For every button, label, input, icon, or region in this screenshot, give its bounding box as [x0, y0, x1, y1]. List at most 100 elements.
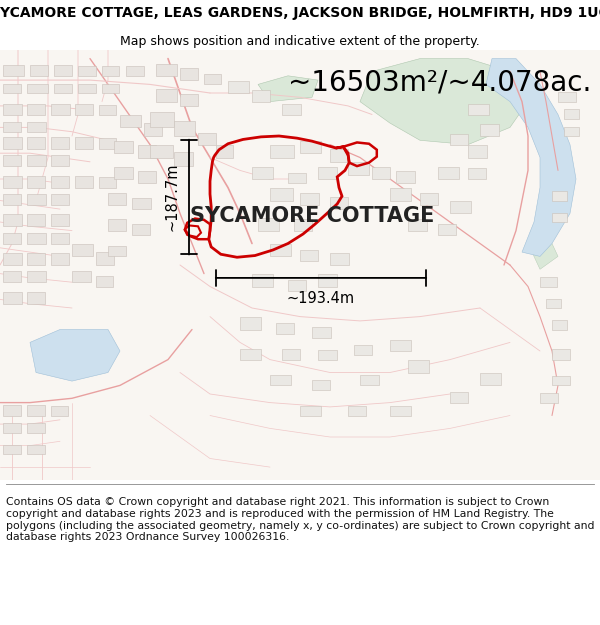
- Bar: [3, 232, 21, 244]
- Bar: [27, 84, 48, 93]
- Bar: [240, 349, 261, 359]
- Bar: [300, 406, 321, 416]
- Bar: [51, 253, 69, 265]
- Bar: [3, 156, 21, 166]
- Polygon shape: [258, 76, 318, 102]
- Text: ~187.7m: ~187.7m: [165, 162, 180, 231]
- Bar: [372, 167, 390, 179]
- Bar: [348, 162, 369, 175]
- Bar: [3, 194, 21, 205]
- Bar: [54, 84, 72, 93]
- Bar: [318, 274, 337, 286]
- Bar: [270, 144, 294, 158]
- Bar: [450, 134, 468, 144]
- Bar: [3, 65, 24, 76]
- Bar: [204, 74, 221, 84]
- Bar: [330, 149, 348, 162]
- Bar: [552, 191, 567, 201]
- Bar: [27, 253, 45, 265]
- Bar: [30, 65, 48, 76]
- Bar: [300, 250, 318, 261]
- Bar: [156, 64, 177, 76]
- Bar: [138, 146, 156, 158]
- Bar: [354, 344, 372, 355]
- Bar: [288, 173, 306, 183]
- Bar: [150, 112, 174, 128]
- Bar: [408, 361, 429, 372]
- Bar: [138, 171, 156, 183]
- Bar: [330, 197, 348, 209]
- Bar: [270, 188, 293, 201]
- Text: SYCAMORE COTTAGE, LEAS GARDENS, JACKSON BRIDGE, HOLMFIRTH, HD9 1UG: SYCAMORE COTTAGE, LEAS GARDENS, JACKSON …: [0, 6, 600, 19]
- Bar: [27, 122, 46, 132]
- Bar: [51, 176, 69, 188]
- Bar: [27, 194, 46, 205]
- Bar: [450, 392, 468, 402]
- Bar: [132, 198, 151, 209]
- Bar: [3, 104, 22, 114]
- Bar: [75, 104, 93, 114]
- Bar: [156, 89, 177, 102]
- Bar: [300, 141, 321, 153]
- Bar: [72, 271, 91, 282]
- Bar: [3, 176, 22, 188]
- Bar: [3, 214, 22, 226]
- Bar: [468, 146, 487, 158]
- Text: Map shows position and indicative extent of the property.: Map shows position and indicative extent…: [120, 34, 480, 48]
- Text: SYCAMORE COTTAGE: SYCAMORE COTTAGE: [190, 206, 434, 226]
- Bar: [27, 104, 45, 114]
- Bar: [390, 340, 411, 351]
- Bar: [78, 66, 96, 76]
- Bar: [360, 374, 379, 386]
- Bar: [3, 84, 21, 93]
- Bar: [258, 217, 279, 231]
- Bar: [390, 406, 411, 416]
- Polygon shape: [30, 329, 120, 381]
- Bar: [27, 292, 45, 304]
- Bar: [3, 292, 22, 304]
- Bar: [348, 406, 366, 416]
- Bar: [27, 156, 46, 166]
- Bar: [51, 156, 69, 166]
- Bar: [27, 445, 45, 454]
- Bar: [252, 274, 273, 286]
- Polygon shape: [360, 59, 528, 144]
- Bar: [27, 405, 45, 416]
- Bar: [102, 84, 119, 93]
- Bar: [126, 66, 144, 76]
- Bar: [3, 137, 22, 149]
- Bar: [330, 253, 349, 265]
- Bar: [27, 232, 46, 244]
- Bar: [276, 323, 294, 334]
- Bar: [270, 244, 291, 256]
- Bar: [27, 137, 45, 149]
- Bar: [51, 194, 69, 205]
- Bar: [144, 123, 162, 136]
- Bar: [480, 124, 499, 136]
- Bar: [99, 105, 116, 114]
- Bar: [198, 132, 216, 144]
- Bar: [408, 219, 427, 231]
- Bar: [3, 423, 21, 432]
- Bar: [3, 253, 22, 265]
- Bar: [3, 445, 21, 454]
- Bar: [78, 84, 96, 93]
- Bar: [108, 246, 126, 256]
- Bar: [51, 137, 69, 149]
- Bar: [114, 167, 133, 179]
- Bar: [540, 277, 557, 286]
- Bar: [396, 171, 415, 183]
- Bar: [102, 66, 119, 76]
- Bar: [54, 65, 72, 76]
- Bar: [27, 214, 45, 226]
- Bar: [540, 393, 558, 402]
- Bar: [228, 81, 249, 93]
- Bar: [216, 144, 233, 158]
- Bar: [132, 224, 150, 235]
- Bar: [180, 68, 198, 80]
- Text: Contains OS data © Crown copyright and database right 2021. This information is : Contains OS data © Crown copyright and d…: [6, 498, 595, 542]
- Bar: [282, 104, 301, 114]
- Bar: [96, 276, 113, 286]
- Bar: [438, 224, 456, 235]
- Bar: [51, 104, 70, 114]
